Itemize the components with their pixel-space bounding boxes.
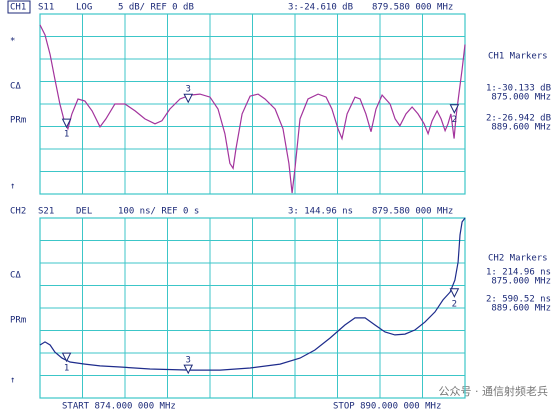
- marker-triangle: [449, 288, 460, 298]
- marker-number: 3: [186, 356, 191, 366]
- channel-label: CH1: [10, 3, 26, 13]
- marker-freq: 889.600 MHz: [491, 304, 551, 314]
- marker-readout: 3: 144.96 ns: [288, 207, 353, 217]
- softkey-label: CΔ: [10, 82, 21, 92]
- marker-triangle: [183, 93, 194, 104]
- softkey-label: ↑: [10, 376, 15, 386]
- parameter: S21: [38, 207, 54, 217]
- marker-number: 1: [64, 364, 69, 374]
- trace: [39, 24, 466, 194]
- marker-value: 1:-30.133 dB: [486, 84, 551, 94]
- marker-triangle: [61, 352, 72, 363]
- markers-title: CH2 Markers: [488, 254, 548, 264]
- scale: 100 ns/ REF 0 s: [118, 207, 199, 217]
- parameter: S11: [38, 3, 54, 13]
- marker-triangle: [449, 104, 460, 114]
- start-frequency: START 874.000 000 MHz: [62, 402, 176, 412]
- marker-freq: 889.600 MHz: [491, 123, 551, 133]
- marker-freq: 875.000 MHz: [491, 93, 551, 103]
- marker-triangle: [61, 118, 72, 129]
- marker-value: 1: 214.96 ns: [486, 268, 551, 278]
- marker-frequency: 879.580 000 MHz: [372, 207, 453, 217]
- marker-frequency: 879.580 000 MHz: [372, 3, 453, 13]
- markers-title: CH1 Markers: [488, 52, 548, 62]
- stop-frequency: STOP 890.000 000 MHz: [333, 402, 441, 412]
- scale: 5 dB/ REF 0 dB: [118, 3, 194, 13]
- marker-number: 2: [452, 115, 457, 125]
- marker-readout: 3:-24.610 dB: [288, 3, 353, 13]
- marker-freq: 875.000 MHz: [491, 277, 551, 287]
- softkey-label: CΔ: [10, 271, 21, 281]
- marker-value: 2:-26.942 dB: [486, 114, 551, 124]
- channel-label: CH2: [10, 207, 26, 217]
- format: LOG: [76, 3, 92, 13]
- softkey-label: *: [10, 37, 15, 47]
- marker-value: 2: 590.52 ns: [486, 295, 551, 305]
- softkey-label: PRm: [10, 316, 26, 326]
- marker-number: 1: [64, 130, 69, 140]
- plot-frame: [39, 13, 466, 195]
- softkey-label: ↑: [10, 182, 15, 192]
- watermark: 公众号 · 通信射频老兵: [439, 384, 549, 398]
- marker-number: 3: [186, 85, 191, 95]
- channel-box: [7, 0, 31, 14]
- marker-triangle: [183, 364, 194, 375]
- trace: [39, 217, 466, 371]
- plot-frame: [39, 217, 466, 399]
- marker-number: 2: [452, 299, 457, 309]
- format: DEL: [76, 207, 92, 217]
- softkey-label: PRm: [10, 116, 26, 126]
